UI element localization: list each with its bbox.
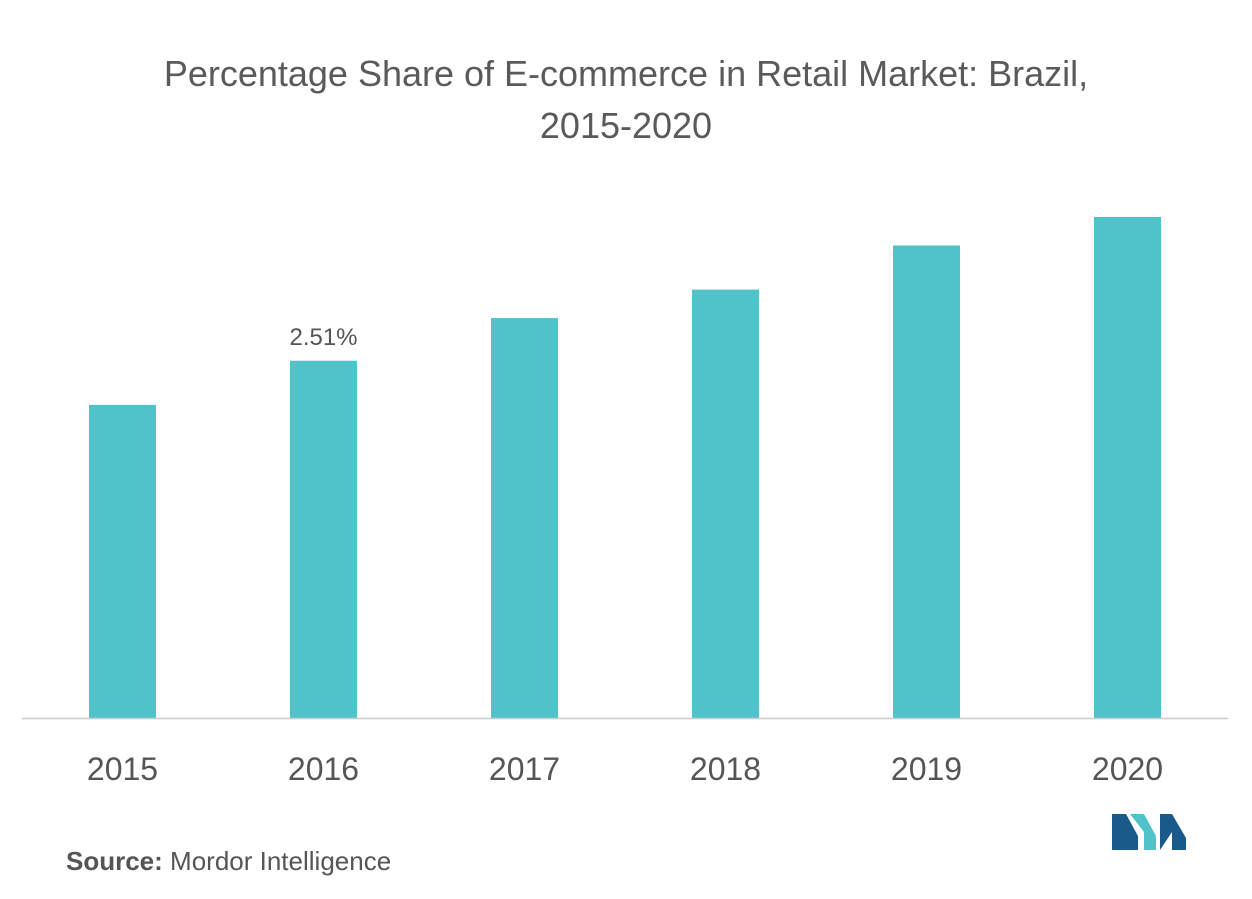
chart-title-line-2: 2015-2020: [539, 105, 713, 146]
bar-2015: [89, 404, 156, 718]
bar-2018: [692, 289, 759, 718]
x-tick-label-2016: 2016: [288, 751, 359, 787]
source-text: Mordor Intelligence: [170, 846, 392, 876]
source-label: Source:: [66, 846, 163, 876]
x-tick-label-2015: 2015: [87, 751, 158, 787]
logo-left-shape: [1112, 814, 1138, 850]
chart-title: Percentage Share of E-commerce in Retail…: [0, 48, 1252, 152]
x-tick-label-2017: 2017: [489, 751, 560, 787]
bar-2020: [1094, 217, 1161, 718]
x-tick-label-2019: 2019: [891, 751, 962, 787]
source-note: Source: Mordor Intelligence: [66, 846, 391, 877]
logo-middle-shape: [1130, 814, 1156, 850]
bar-2016: [290, 360, 357, 718]
chart-title-line-1: Percentage Share of E-commerce in Retail…: [163, 53, 1089, 94]
logo-right-shape: [1160, 814, 1186, 850]
bar-2017: [491, 318, 558, 718]
data-label-2016: 2.51%: [289, 324, 357, 351]
x-tick-label-2020: 2020: [1092, 751, 1163, 787]
mordor-intelligence-logo: [1112, 814, 1186, 850]
bar-2019: [893, 245, 960, 718]
x-tick-label-2018: 2018: [690, 751, 761, 787]
